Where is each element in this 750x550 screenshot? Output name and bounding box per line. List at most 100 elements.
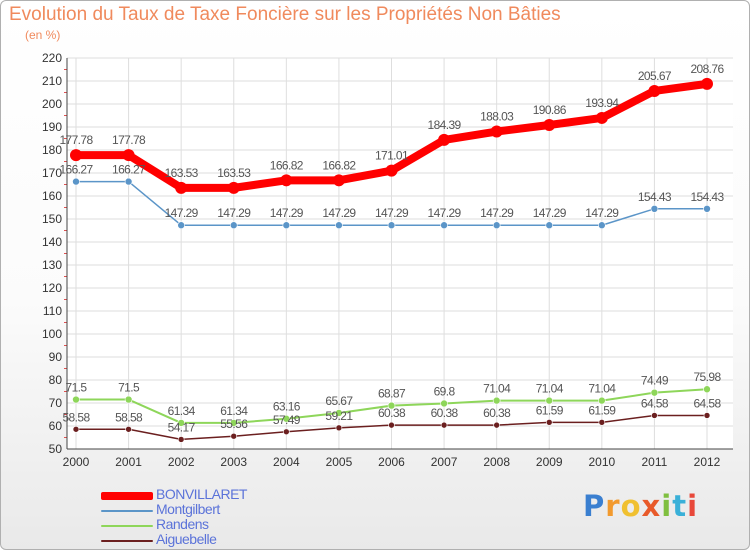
data-point bbox=[598, 396, 606, 405]
y-tick-label: 70 bbox=[49, 396, 63, 410]
data-label: 171.01 bbox=[375, 149, 409, 163]
data-point bbox=[229, 419, 238, 427]
data-label: 61.34 bbox=[168, 404, 196, 418]
x-tick-label: 2003 bbox=[220, 455, 247, 469]
y-tick-label: 220 bbox=[42, 51, 62, 65]
data-label: 69.8 bbox=[434, 384, 456, 398]
y-tick-label: 100 bbox=[42, 327, 62, 341]
data-point bbox=[282, 221, 291, 230]
x-tick-label: 2011 bbox=[642, 455, 668, 469]
proxiti-logo: Proxiti bbox=[583, 489, 699, 523]
data-point bbox=[122, 149, 135, 162]
data-point bbox=[387, 401, 396, 410]
legend-item-bonvillaret: BONVILLARET bbox=[101, 486, 361, 503]
data-label: 184.39 bbox=[428, 118, 462, 132]
data-label: 166.82 bbox=[270, 158, 304, 172]
data-point bbox=[545, 419, 553, 426]
data-labels-layer: 177.78 177.78 163.53 163.53 166.82 166.82 171.… bbox=[59, 62, 725, 435]
data-label: 147.29 bbox=[217, 206, 251, 220]
data-point bbox=[595, 111, 608, 124]
data-point bbox=[124, 177, 133, 186]
data-point bbox=[440, 221, 448, 230]
data-label: 147.29 bbox=[375, 206, 409, 220]
data-point bbox=[385, 164, 398, 177]
axes: 50 60 70 80 90 100 110 120 130 140 150 160 170 180 190… bbox=[42, 51, 733, 469]
legend-swatch bbox=[101, 525, 153, 527]
y-tick-label: 200 bbox=[42, 97, 62, 111]
data-label: 163.53 bbox=[165, 166, 199, 180]
legend-label: Randens bbox=[156, 516, 209, 532]
data-point bbox=[177, 419, 185, 427]
data-label: 60.38 bbox=[431, 406, 459, 420]
series-layer bbox=[70, 77, 713, 443]
data-label: 54.17 bbox=[168, 420, 196, 434]
data-label: 75.98 bbox=[693, 370, 721, 384]
data-label: 166.27 bbox=[59, 163, 93, 177]
data-label: 147.29 bbox=[480, 206, 514, 220]
data-point bbox=[175, 181, 188, 194]
data-label: 71.5 bbox=[118, 381, 140, 395]
data-label: 60.38 bbox=[378, 406, 406, 420]
y-tick-label: 140 bbox=[42, 235, 62, 249]
data-label: 193.94 bbox=[585, 96, 619, 110]
data-point bbox=[177, 221, 185, 230]
data-point bbox=[493, 421, 500, 429]
data-label: 177.78 bbox=[112, 133, 146, 147]
data-point bbox=[177, 436, 185, 443]
data-label: 64.58 bbox=[641, 396, 669, 410]
y-tick-label: 160 bbox=[42, 189, 62, 203]
data-point bbox=[387, 221, 396, 230]
data-point bbox=[703, 385, 711, 394]
x-tick-label: 2001 bbox=[115, 455, 142, 469]
x-tick-label: 2012 bbox=[694, 455, 721, 469]
legend-item-montgilbert: Montgilbert bbox=[101, 501, 361, 518]
data-label: 68.87 bbox=[378, 387, 406, 401]
x-tick-label: 2004 bbox=[273, 455, 300, 469]
data-point bbox=[703, 205, 711, 213]
data-label: 65.67 bbox=[325, 394, 353, 408]
data-label: 177.78 bbox=[59, 133, 93, 147]
y-tick-label: 90 bbox=[49, 350, 63, 364]
data-point bbox=[229, 221, 238, 230]
y-tick-label: 60 bbox=[49, 419, 63, 433]
data-point bbox=[335, 221, 343, 230]
data-point bbox=[543, 119, 556, 132]
data-point bbox=[280, 174, 293, 187]
data-point bbox=[492, 396, 501, 405]
data-point bbox=[650, 205, 659, 213]
y-tick-label: 170 bbox=[42, 166, 62, 180]
y-tick-label: 210 bbox=[42, 74, 62, 88]
data-point bbox=[124, 395, 133, 404]
data-point bbox=[332, 174, 345, 187]
data-label: 55.56 bbox=[220, 417, 248, 431]
data-label: 147.29 bbox=[165, 206, 199, 220]
y-tick-label: 110 bbox=[43, 304, 62, 318]
y-tick-label: 150 bbox=[42, 212, 62, 226]
series-montgilbert bbox=[72, 177, 711, 230]
legend-item-aiguebelle: Aiguebelle bbox=[101, 531, 361, 548]
data-label: 163.53 bbox=[217, 166, 251, 180]
series-aiguebelle bbox=[72, 412, 711, 443]
y-tick-label: 130 bbox=[42, 258, 62, 272]
plot-area bbox=[67, 58, 733, 449]
data-label: 166.82 bbox=[322, 158, 356, 172]
data-label: 188.03 bbox=[480, 110, 514, 124]
data-label: 71.5 bbox=[66, 381, 88, 395]
data-label: 60.38 bbox=[483, 406, 511, 420]
series-randens bbox=[72, 385, 711, 427]
data-label: 154.43 bbox=[638, 190, 672, 204]
data-label: 208.76 bbox=[690, 62, 724, 76]
y-tick-label: 190 bbox=[42, 120, 62, 134]
data-point bbox=[282, 414, 291, 423]
data-label: 71.04 bbox=[588, 382, 616, 396]
data-point bbox=[650, 388, 659, 397]
data-label: 61.59 bbox=[588, 403, 616, 417]
legend-swatch bbox=[101, 510, 153, 512]
data-point bbox=[651, 412, 658, 419]
legend-item-randens: Randens bbox=[101, 516, 361, 533]
data-point bbox=[125, 425, 132, 433]
data-point bbox=[335, 409, 343, 417]
legend-label: Aiguebelle bbox=[156, 531, 217, 547]
